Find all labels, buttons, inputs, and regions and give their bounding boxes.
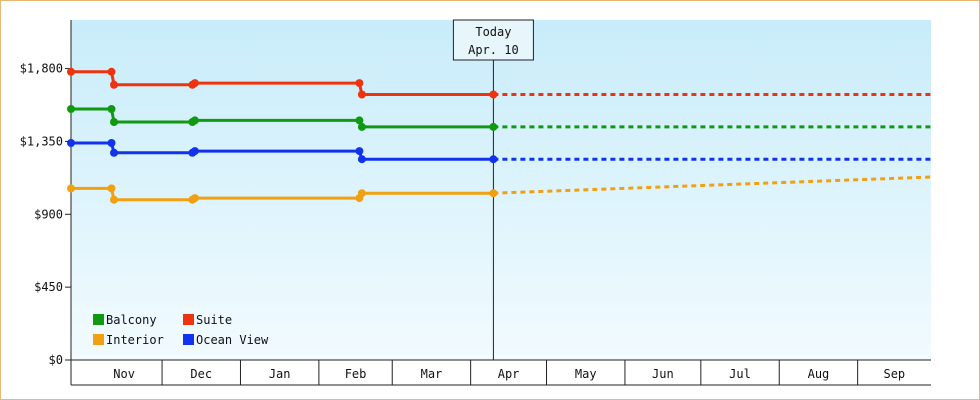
y-tick-label: $1,350 [20, 134, 63, 148]
data-point-interior [190, 194, 199, 203]
today-box [452, 19, 534, 61]
month-label: Nov [113, 367, 135, 381]
data-point-balcony [110, 118, 118, 126]
data-point-suite [489, 90, 498, 99]
data-point-suite [67, 67, 75, 76]
legend-swatch-ocean-view [183, 334, 194, 345]
data-point-interior [110, 195, 118, 204]
data-point-balcony [357, 122, 366, 131]
today-date-label: Apr. 10 [468, 43, 519, 57]
legend-label-balcony: Balcony [106, 313, 157, 327]
data-point-balcony [67, 105, 75, 113]
y-tick-label: $450 [34, 280, 63, 294]
legend: Balcony Suite Interior Ocean View [93, 313, 269, 347]
legend-label-interior: Interior [106, 333, 164, 347]
data-point-ocean-view [357, 155, 366, 164]
data-point-ocean-view [110, 148, 118, 157]
month-label: Jan [269, 367, 291, 381]
today-marker: Today Apr. 10 [452, 19, 534, 360]
month-label: Aug [808, 367, 830, 381]
data-point-ocean-view [355, 147, 364, 156]
data-point-balcony [355, 116, 364, 125]
data-point-balcony [489, 122, 498, 131]
legend-swatch-balcony [93, 314, 104, 325]
legend-swatch-suite [183, 314, 194, 325]
series-lines [67, 67, 932, 204]
legend-swatch-interior [93, 334, 104, 345]
data-point-interior [67, 184, 75, 193]
month-label: Sep [883, 367, 905, 381]
month-label: Apr [498, 367, 520, 381]
legend-label-ocean-view: Ocean View [196, 333, 269, 347]
y-tick-label: $1,800 [20, 62, 63, 76]
series-projection-interior [493, 175, 932, 195]
data-point-balcony [107, 105, 116, 113]
data-point-ocean-view [489, 155, 498, 164]
today-title: Today [475, 25, 511, 39]
data-point-suite [190, 79, 199, 88]
data-point-interior [107, 184, 116, 193]
data-point-ocean-view [107, 139, 116, 147]
data-point-suite [110, 80, 118, 89]
month-label: Mar [421, 367, 443, 381]
month-label: May [575, 367, 597, 381]
plot-background [71, 20, 931, 360]
data-point-interior [489, 189, 498, 198]
month-label: Jul [729, 367, 751, 381]
data-point-suite [357, 90, 366, 99]
month-label: Jun [652, 367, 674, 381]
data-point-ocean-view [190, 147, 199, 156]
legend-label-suite: Suite [196, 313, 232, 327]
y-tick-label: $900 [34, 207, 63, 221]
data-point-balcony [190, 116, 199, 125]
month-label: Feb [345, 367, 367, 381]
data-point-ocean-view [67, 139, 75, 147]
data-point-suite [107, 67, 116, 76]
y-tick-label: $0 [49, 353, 63, 367]
data-point-suite [355, 79, 364, 88]
axes: $0 $450 $900 $1,350 $1,800 Nov Dec Jan Feb Mar Apr… [20, 20, 931, 386]
month-label: Dec [190, 367, 212, 381]
data-point-interior [357, 189, 366, 198]
